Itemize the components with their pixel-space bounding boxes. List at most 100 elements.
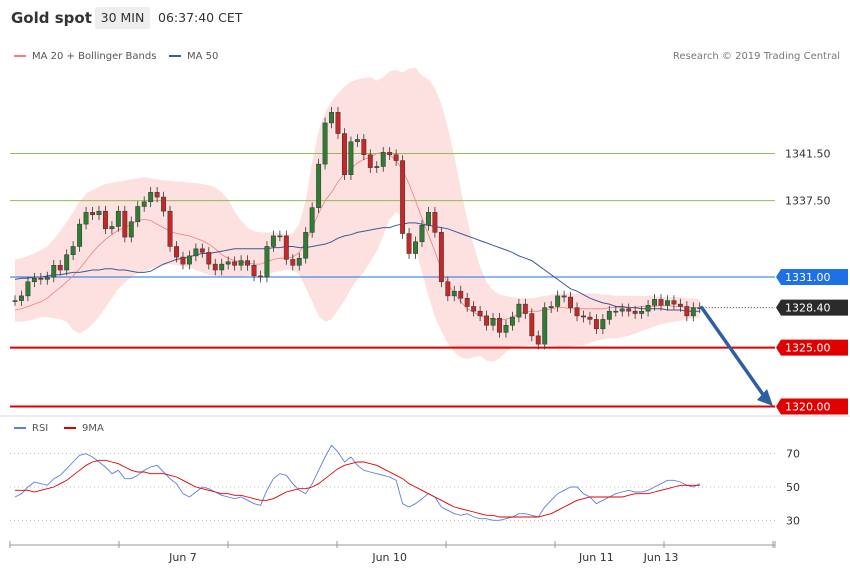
candle-body xyxy=(232,261,238,266)
candle-body xyxy=(639,310,645,314)
candle-body xyxy=(548,306,554,308)
candle-body xyxy=(290,259,296,266)
candle-body xyxy=(432,212,438,233)
forecast-arrow-head xyxy=(757,388,773,406)
candle-body xyxy=(438,232,444,283)
candle-body xyxy=(219,263,225,271)
current-price-tag: 1328.40 xyxy=(776,299,848,316)
candle-body xyxy=(581,315,586,318)
candle-body xyxy=(258,275,263,278)
candle-body xyxy=(613,310,619,313)
candle-body xyxy=(335,112,341,134)
candle-body xyxy=(593,319,599,330)
price-label-text: 1320.00 xyxy=(785,400,831,413)
candle-body xyxy=(471,306,477,312)
candle-body xyxy=(406,233,412,254)
chart-header: Gold spot 30 MIN 06:37:40 CET xyxy=(0,0,850,36)
candle-body xyxy=(77,223,83,247)
candle-body xyxy=(199,248,205,253)
candle-body xyxy=(490,317,496,326)
candle-body xyxy=(96,210,102,215)
price-label-1341.50: 1341.50 xyxy=(785,148,831,161)
candle-body xyxy=(174,246,179,258)
candle-body xyxy=(141,201,147,207)
candle-body xyxy=(19,295,24,301)
rsi-tick-label: 30 xyxy=(786,514,800,527)
candle-body xyxy=(400,160,406,234)
candles xyxy=(12,107,703,350)
price-tag-box xyxy=(776,339,848,356)
candle-body xyxy=(542,307,548,345)
candle-body xyxy=(425,212,431,226)
candle-body xyxy=(626,308,632,312)
interval-selector[interactable]: 30 MIN xyxy=(95,7,150,29)
candle-body xyxy=(522,303,528,314)
candle-body xyxy=(109,226,115,230)
candle-body xyxy=(135,206,141,223)
legend-label-9ma: 9MA xyxy=(82,423,104,434)
candle-body xyxy=(322,122,328,165)
candle-body xyxy=(193,248,199,257)
candle-body xyxy=(31,277,37,283)
candle-body xyxy=(122,210,128,238)
candle-body xyxy=(671,300,677,305)
timestamp: 06:37:40 CET xyxy=(158,10,243,25)
candle-body xyxy=(264,246,270,278)
candle-body xyxy=(587,316,593,320)
candle-body xyxy=(497,317,502,333)
candle-body xyxy=(161,196,167,212)
price-tag-box xyxy=(776,269,848,286)
candle-body xyxy=(652,299,657,306)
research-credit: Research © 2019 Trading Central xyxy=(672,51,840,62)
candle-body xyxy=(600,319,606,330)
candle-body xyxy=(516,303,522,318)
candle-body xyxy=(451,290,457,297)
candle-body xyxy=(509,316,515,326)
candle-body xyxy=(83,212,89,225)
price-label-text: 1331.00 xyxy=(785,271,831,284)
candle-body xyxy=(529,313,535,337)
x-axis-label: Jun 7 xyxy=(168,551,197,564)
legend-swatch-ma50 xyxy=(169,55,181,57)
current-price-text: 1328.40 xyxy=(785,302,831,315)
candle-body xyxy=(148,192,154,203)
ma50-line xyxy=(14,222,700,312)
candle-body xyxy=(238,260,244,266)
candle-body xyxy=(115,210,121,227)
price-label-1331.00: 1331.00 xyxy=(776,269,848,286)
price-label-text: 1341.50 xyxy=(785,148,831,161)
price-label-text: 1337.50 xyxy=(785,195,831,208)
candle-body xyxy=(464,297,470,307)
candle-body xyxy=(180,256,186,265)
candle-body xyxy=(367,154,373,168)
candle-body xyxy=(690,307,696,317)
candle-body xyxy=(245,260,251,266)
candle-body xyxy=(568,296,574,308)
rsi-9ma-line xyxy=(15,459,700,518)
candle-body xyxy=(535,335,541,345)
legend-swatch-9ma xyxy=(64,427,76,429)
price-label-1325.00: 1325.00 xyxy=(776,339,848,356)
rsi-tick-label: 50 xyxy=(786,481,800,494)
current-price-box xyxy=(776,299,848,316)
candle-body xyxy=(632,310,638,314)
candle-body xyxy=(419,225,425,243)
candle-body xyxy=(477,310,483,317)
candle-body xyxy=(445,281,451,297)
candle-body xyxy=(277,235,283,238)
candle-body xyxy=(413,241,418,254)
legend-label-ma20: MA 20 + Bollinger Bands xyxy=(32,51,157,62)
candle-body xyxy=(283,235,289,260)
candle-body xyxy=(380,152,386,167)
candle-body xyxy=(458,290,464,299)
candle-body xyxy=(303,232,309,259)
candle-body xyxy=(658,299,664,306)
candle-body xyxy=(316,163,322,208)
candle-body xyxy=(555,295,561,307)
legend-9ma: 9MA xyxy=(64,423,104,434)
candle-body xyxy=(212,263,218,271)
x-axis-label: Jun 13 xyxy=(643,551,679,564)
candle-body xyxy=(484,315,490,326)
candle-body xyxy=(645,305,651,312)
